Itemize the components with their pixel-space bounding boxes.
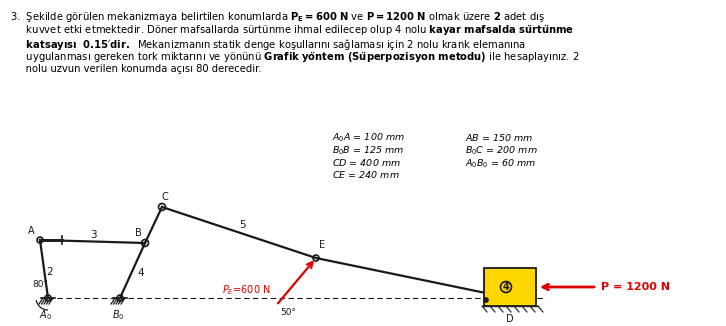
Text: 50°: 50° [280, 308, 296, 318]
Text: 5: 5 [240, 220, 246, 230]
Text: $AB$ = 150 mm: $AB$ = 150 mm [465, 132, 534, 143]
Text: $A_0B_0$ = 60 mm: $A_0B_0$ = 60 mm [465, 157, 537, 170]
Bar [484, 268, 536, 306]
Text: $A_0A$ = 100 mm: $A_0A$ = 100 mm [332, 132, 405, 144]
Text: 4: 4 [137, 268, 144, 277]
Text: $B_0$: $B_0$ [112, 308, 124, 322]
Text: 3: 3 [90, 230, 97, 241]
Text: A: A [28, 226, 35, 236]
Text: 80°: 80° [32, 280, 48, 289]
Circle shape [484, 298, 488, 302]
Text: $CD$ = 400 mm: $CD$ = 400 mm [332, 157, 401, 168]
Text: B: B [135, 228, 142, 238]
Text: $\mathbf{katsay{\i}s{\i}\ \ 0.15'dir.}$  Mekanizmanın statik denge koşullarını s: $\mathbf{katsay{\i}s{\i}\ \ 0.15'dir.}$ … [10, 37, 526, 52]
Text: $CE$ = 240 mm: $CE$ = 240 mm [332, 170, 399, 181]
Text: 4: 4 [502, 282, 510, 292]
Text: D: D [506, 314, 514, 324]
Text: 3.  Şekilde görülen mekanizmaya belirtilen konumlarda $\mathbf{P_E = 600\ N}$ ve: 3. Şekilde görülen mekanizmaya belirtile… [10, 10, 545, 24]
Text: $A_0$: $A_0$ [39, 308, 52, 322]
Text: nolu uzvun verilen konumda açısı 80 derecedir.: nolu uzvun verilen konumda açısı 80 dere… [10, 64, 261, 74]
Text: E: E [319, 240, 325, 250]
Text: uygulanması gereken tork miktarını ve yönünü $\mathbf{Grafik\ y\ddot{o}ntem\ (S\: uygulanması gereken tork miktarını ve yö… [10, 51, 579, 65]
Text: $P_E$=600 N: $P_E$=600 N [222, 284, 271, 298]
Text: P = 1200 N: P = 1200 N [601, 282, 670, 292]
Text: $B_0B$ = 125 mm: $B_0B$ = 125 mm [332, 144, 404, 157]
Text: $B_0C$ = 200 mm: $B_0C$ = 200 mm [465, 144, 538, 157]
Text: C: C [161, 192, 168, 202]
Text: 2: 2 [46, 267, 53, 277]
Text: kuvvet etki etmektedir. Döner mafsallarda sürtünme ihmal edilecep olup 4 nolu $\: kuvvet etki etmektedir. Döner mafsallard… [10, 23, 574, 38]
